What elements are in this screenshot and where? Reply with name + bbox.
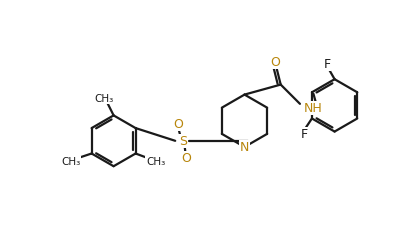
Text: NH: NH — [304, 102, 323, 115]
Text: N: N — [240, 141, 249, 154]
Text: O: O — [270, 56, 280, 69]
Text: S: S — [179, 135, 187, 148]
Text: CH₃: CH₃ — [146, 157, 165, 167]
Text: F: F — [301, 128, 308, 141]
Text: F: F — [323, 58, 331, 71]
Text: CH₃: CH₃ — [95, 94, 114, 104]
Text: O: O — [181, 152, 191, 164]
Text: O: O — [173, 118, 183, 131]
Text: CH₃: CH₃ — [61, 157, 81, 167]
